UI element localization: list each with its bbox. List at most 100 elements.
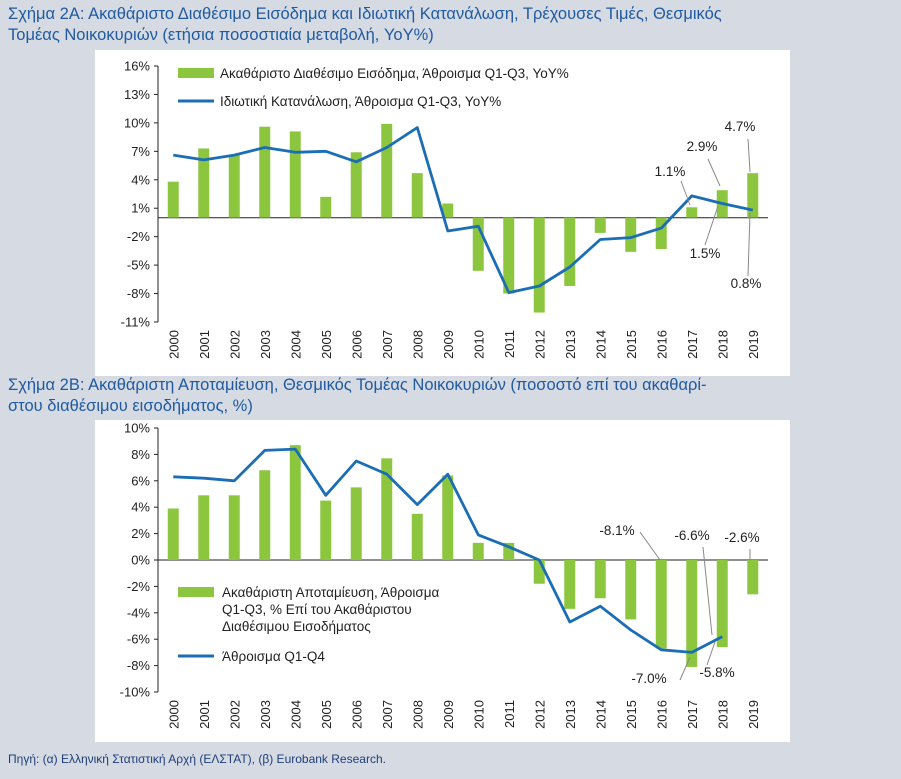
chart-1-y-tick-label: -11% [121,315,151,330]
chart-2-title-line-1: Σχήμα 2Β: Ακαθάριστη Αποταμίευση, Θεσμικ… [8,376,707,394]
chart-2-x-tick-label: 2011 [502,700,517,728]
chart-2-y-tick-label: -8% [127,658,151,673]
chart-2-bar [320,500,332,560]
chart-1-bar [289,131,301,218]
chart-1-title-line-2: Τομέας Νοικοκυριών (ετήσια ποσοστιαία με… [8,26,434,44]
chart-1-bar [503,217,515,294]
chart-1-bar [320,196,332,218]
chart-1-y-tick-label: 1% [131,201,150,216]
chart-1-x-tick-label: 2006 [349,330,364,359]
chart-1-line-series [173,126,754,295]
chart-1-x-tick-label: 2015 [624,330,639,359]
chart-2-x-tick-label: 2008 [410,700,425,729]
chart-2-plot-background [95,420,790,742]
chart-2-annotation-leader [639,531,661,561]
chart-1-x-tick-label: 2016 [654,330,669,359]
chart-2-annotation-label: -7.0% [631,671,666,686]
chart-2-annotation-label: -5.8% [699,665,734,680]
chart-2-y-tick-label: 10% [124,421,150,436]
chart-2-line-series [173,447,723,654]
chart-2-bar [350,487,362,560]
chart-2-x-tick-label: 2015 [624,700,639,729]
chart-1-annotation-label: 1.1% [655,164,686,179]
chart-2-legend-bar-label: Ακαθάριστη Αποταμίευση, Άθροισμα [222,585,440,600]
chart-2-title-line-2: στου διαθέσιμου εισοδήματος, %) [8,397,253,415]
chart-1-bar [655,217,667,249]
chart-2-bar [289,445,301,560]
chart-2-x-tick-label: 2003 [258,700,273,729]
chart-2-y-tick-label: 4% [131,500,150,515]
chart-2-x-tick-label: 2006 [349,700,364,729]
chart-1-x-tick-label: 2004 [288,330,303,359]
chart-1-x-tick-label: 2013 [563,330,578,359]
chart-1-bar [442,203,454,218]
chart-2-legend-bar-label: Q1-Q3, % Επί του Ακαθάριστου [222,602,412,617]
chart-2-x-tick-label: 2017 [685,700,700,729]
chart-2-x-tick-label: 2013 [563,700,578,729]
chart-2-x-tick-label: 2010 [471,700,486,729]
chart-1-bar [228,155,240,218]
chart-2-bar [411,513,423,560]
chart-1-bar [167,181,179,218]
chart-2-bar [442,475,454,560]
chart-1-annotation-leader [707,158,721,187]
chart-1-x-tick-label: 2011 [502,330,517,358]
chart-2-y-tick-label: -6% [127,632,151,647]
chart-2-annotation-label: -8.1% [599,523,634,538]
chart-2-bar [381,458,393,560]
chart-1-bar [381,123,393,218]
chart-2-bar [472,542,484,560]
chart-1-bar [472,217,484,271]
source-note: Πηγή: (α) Ελληνική Στατιστική Αρχή (ΕΛΣΤ… [8,752,386,766]
chart-1-x-tick-label: 2019 [746,330,761,359]
chart-2-bar [533,560,545,584]
chart-1-annotation-label: 0.8% [731,276,762,291]
chart-2-x-tick-label: 2018 [715,700,730,729]
chart-1-y-tick-label: -8% [127,286,151,301]
chart-1-y-tick-label: 13% [124,87,150,102]
chart-1-legend-bar-swatch [178,68,214,78]
chart-2-x-tick-label: 2019 [746,700,761,729]
chart-1-annotation-label: 4.7% [725,119,756,134]
chart-2-x-tick-label: 2000 [166,700,181,729]
chart-1-legend-bar-label: Ακαθάριστο Διαθέσιμο Εισόδημα, Άθροισμα … [220,66,569,81]
chart-1-x-tick-label: 2008 [410,330,425,359]
chart-2-legend-bar-swatch [178,587,214,597]
chart-1-x-tick-label: 2012 [532,330,547,359]
chart-2-annotation-leader [702,546,713,636]
chart-2-bar [716,560,728,648]
chart-1-annotation-label: 2.9% [687,139,718,154]
chart-2-bar [564,560,576,609]
chart-2-bar [228,495,240,560]
chart-1-y-tick-label: -5% [127,258,151,273]
chart-1-x-tick-label: 2003 [258,330,273,359]
chart-2-bar [625,560,637,620]
chart-1-annotation-leader [680,180,691,206]
chart-1-x-tick-label: 2001 [197,330,212,359]
chart-2-legend-line-label: Άθροισμα Q1-Q4 [222,649,325,664]
chart-2-bar [594,560,606,599]
chart-2-bar [167,508,179,560]
chart-1-bar [259,126,271,218]
chart-1-x-tick-label: 2007 [380,330,395,359]
chart-1-title: Σχήμα 2Α: Ακαθάριστο Διαθέσιμο Εισόδημα … [8,4,722,46]
chart-1-bar [533,217,545,313]
chart-2-annotation-leader [679,656,691,681]
chart-1-bar [594,217,606,233]
chart-2-annotation-label: -2.6% [724,530,759,545]
chart-2-y-tick-label: 8% [131,447,150,462]
chart-1-y-tick-label: 10% [124,115,150,130]
chart-1-x-tick-label: 2000 [166,330,181,359]
chart-1-title-line-1: Σχήμα 2Α: Ακαθάριστο Διαθέσιμο Εισόδημα … [8,5,722,23]
chart-1-annotation-leader [747,212,751,277]
chart-2-legend-bar-label: Διαθέσιμου Εισοδήματος [222,619,371,634]
chart-2-annotation-leader [706,641,716,666]
chart-1-x-tick-label: 2009 [441,330,456,359]
chart-2-x-tick-label: 2005 [319,700,334,729]
chart-2-bar [259,470,271,560]
chart-1-bar [564,217,576,286]
chart-1-x-tick-label: 2002 [227,330,242,359]
chart-2-y-tick-label: -4% [127,605,151,620]
